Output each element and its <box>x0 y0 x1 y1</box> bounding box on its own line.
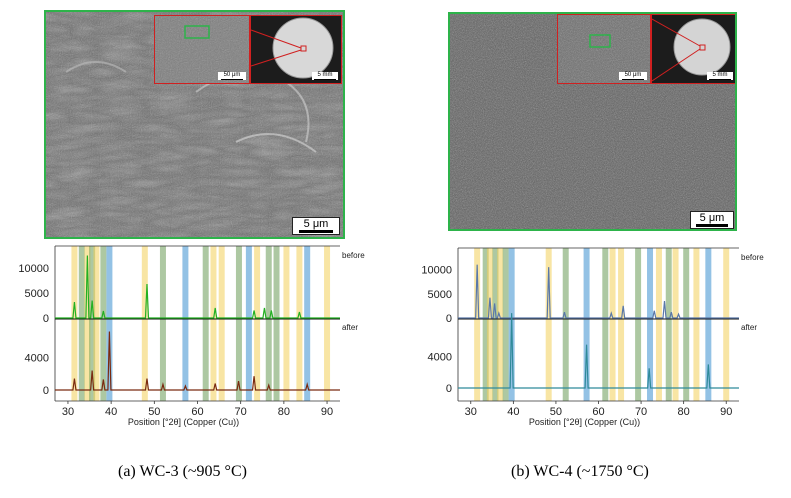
reference-band <box>78 246 85 401</box>
reference-band <box>545 248 552 401</box>
y-tick-label-top: 0 <box>446 313 452 325</box>
reference-band <box>502 248 509 401</box>
reference-band <box>304 246 311 401</box>
reference-band <box>141 246 148 401</box>
x-tick-label: 30 <box>62 406 74 418</box>
reference-band <box>254 246 261 401</box>
x-axis-title: Position [°2θ] (Copper (Cu)) <box>128 417 239 427</box>
figure-panel-a: 50 μm 5 mm 5 μm 10000 5000 0 4000 0 3 <box>0 0 395 498</box>
label-before: before <box>342 251 365 260</box>
x-tick-label: 60 <box>592 406 604 418</box>
reference-band <box>235 246 242 401</box>
y-tick-label-top: 5000 <box>428 289 452 301</box>
overview-scale-b: 5 mm <box>707 71 733 80</box>
reference-band <box>635 248 642 401</box>
y-tick-label-bottom: 4000 <box>25 353 49 365</box>
xrd-pattern-before <box>55 255 340 319</box>
reference-band <box>497 248 504 401</box>
reference-band <box>665 248 672 401</box>
reference-band <box>84 246 91 401</box>
reference-band <box>647 248 654 401</box>
inset-scale-a: 50 μm <box>218 71 246 80</box>
reference-band <box>71 246 78 401</box>
x-tick-label: 50 <box>550 406 562 418</box>
reference-band <box>683 248 690 401</box>
x-tick-label: 60 <box>191 406 203 418</box>
caption-b: (b) WC-4 (~1750 °C) <box>511 463 649 480</box>
xrd-svg-b: 10000 5000 0 4000 0 30 40 50 60 70 80 90 before after… <box>421 247 764 427</box>
reference-band <box>265 246 272 401</box>
y-tick-label-bottom: 0 <box>446 383 452 395</box>
sem-scale-bar-b: 5 μm <box>690 211 734 229</box>
y-tick-label-bottom: 0 <box>43 385 49 397</box>
y-tick-label-top: 0 <box>43 313 49 325</box>
reference-band <box>672 248 679 401</box>
figure-panel-b: 50 μm 5 mm 5 μm 10000 5000 0 4000 0 30 40 50 60 7… <box>395 0 791 498</box>
sem-scale-bar-a: 5 μm <box>292 217 340 235</box>
reference-band <box>159 246 166 401</box>
sem-micrograph-a: 50 μm 5 mm 5 μm <box>44 10 345 239</box>
reference-band <box>93 246 100 401</box>
reference-band <box>474 248 481 401</box>
x-tick-label: 40 <box>507 406 519 418</box>
reference-band <box>602 248 609 401</box>
reference-band <box>245 246 252 401</box>
reference-band <box>100 246 107 401</box>
reference-band <box>210 246 217 401</box>
inset-zoom-a: 50 μm <box>154 15 250 84</box>
xrd-pattern-after <box>55 331 340 391</box>
reference-band <box>562 248 569 401</box>
reference-band <box>609 248 616 401</box>
y-tick-label-bottom: 4000 <box>428 352 452 364</box>
xrd-chart-a: 10000 5000 0 4000 0 30 40 50 60 70 80 90 before after… <box>0 243 395 443</box>
reference-band <box>324 246 331 401</box>
overview-image-b: 5 mm <box>651 14 735 84</box>
label-after: after <box>741 323 757 332</box>
overview-image-a: 5 mm <box>250 15 342 84</box>
inset-zoom-b: 50 μm <box>557 14 651 84</box>
reference-band <box>218 246 225 401</box>
x-tick-label: 50 <box>148 406 160 418</box>
sem-micrograph-b: 50 μm 5 mm 5 μm <box>448 12 737 231</box>
x-axis-title: Position [°2θ] (Copper (Cu)) <box>529 417 640 427</box>
reference-band <box>583 248 590 401</box>
y-tick-label-top: 10000 <box>421 265 452 277</box>
label-after: after <box>342 323 358 332</box>
reference-band <box>273 246 280 401</box>
reference-band <box>618 248 625 401</box>
overview-sample-a <box>251 17 334 79</box>
reference-band <box>693 248 700 401</box>
x-tick-label: 90 <box>321 406 333 418</box>
y-tick-label-top: 10000 <box>18 263 49 275</box>
reference-band <box>486 248 493 401</box>
reference-band <box>296 246 303 401</box>
caption-a: (a) WC-3 (~905 °C) <box>118 463 247 480</box>
x-tick-label: 90 <box>720 406 732 418</box>
overview-sample-b <box>652 18 731 82</box>
reference-band <box>283 246 290 401</box>
reference-band <box>723 248 730 401</box>
inset-scale-b: 50 μm <box>619 71 647 80</box>
x-tick-label: 70 <box>635 406 647 418</box>
x-tick-label: 80 <box>678 406 690 418</box>
x-tick-label: 70 <box>235 406 247 418</box>
reference-band <box>705 248 712 401</box>
reference-band <box>492 248 499 401</box>
xrd-pattern-after <box>458 313 739 389</box>
x-tick-label: 40 <box>105 406 117 418</box>
reference-band <box>89 246 96 401</box>
label-before: before <box>741 253 764 262</box>
xrd-svg-a: 10000 5000 0 4000 0 30 40 50 60 70 80 90 before after… <box>18 245 365 427</box>
reference-band <box>482 248 489 401</box>
reference-band <box>655 248 662 401</box>
reference-band <box>182 246 189 401</box>
reference-band <box>106 246 113 401</box>
reference-band <box>202 246 209 401</box>
y-tick-label-top: 5000 <box>25 288 49 300</box>
xrd-chart-b: 10000 5000 0 4000 0 30 40 50 60 70 80 90 before after… <box>395 243 791 443</box>
overview-scale-a: 5 mm <box>312 71 338 80</box>
x-tick-label: 80 <box>278 406 290 418</box>
xrd-pattern-before <box>458 264 739 319</box>
x-tick-label: 30 <box>465 406 477 418</box>
